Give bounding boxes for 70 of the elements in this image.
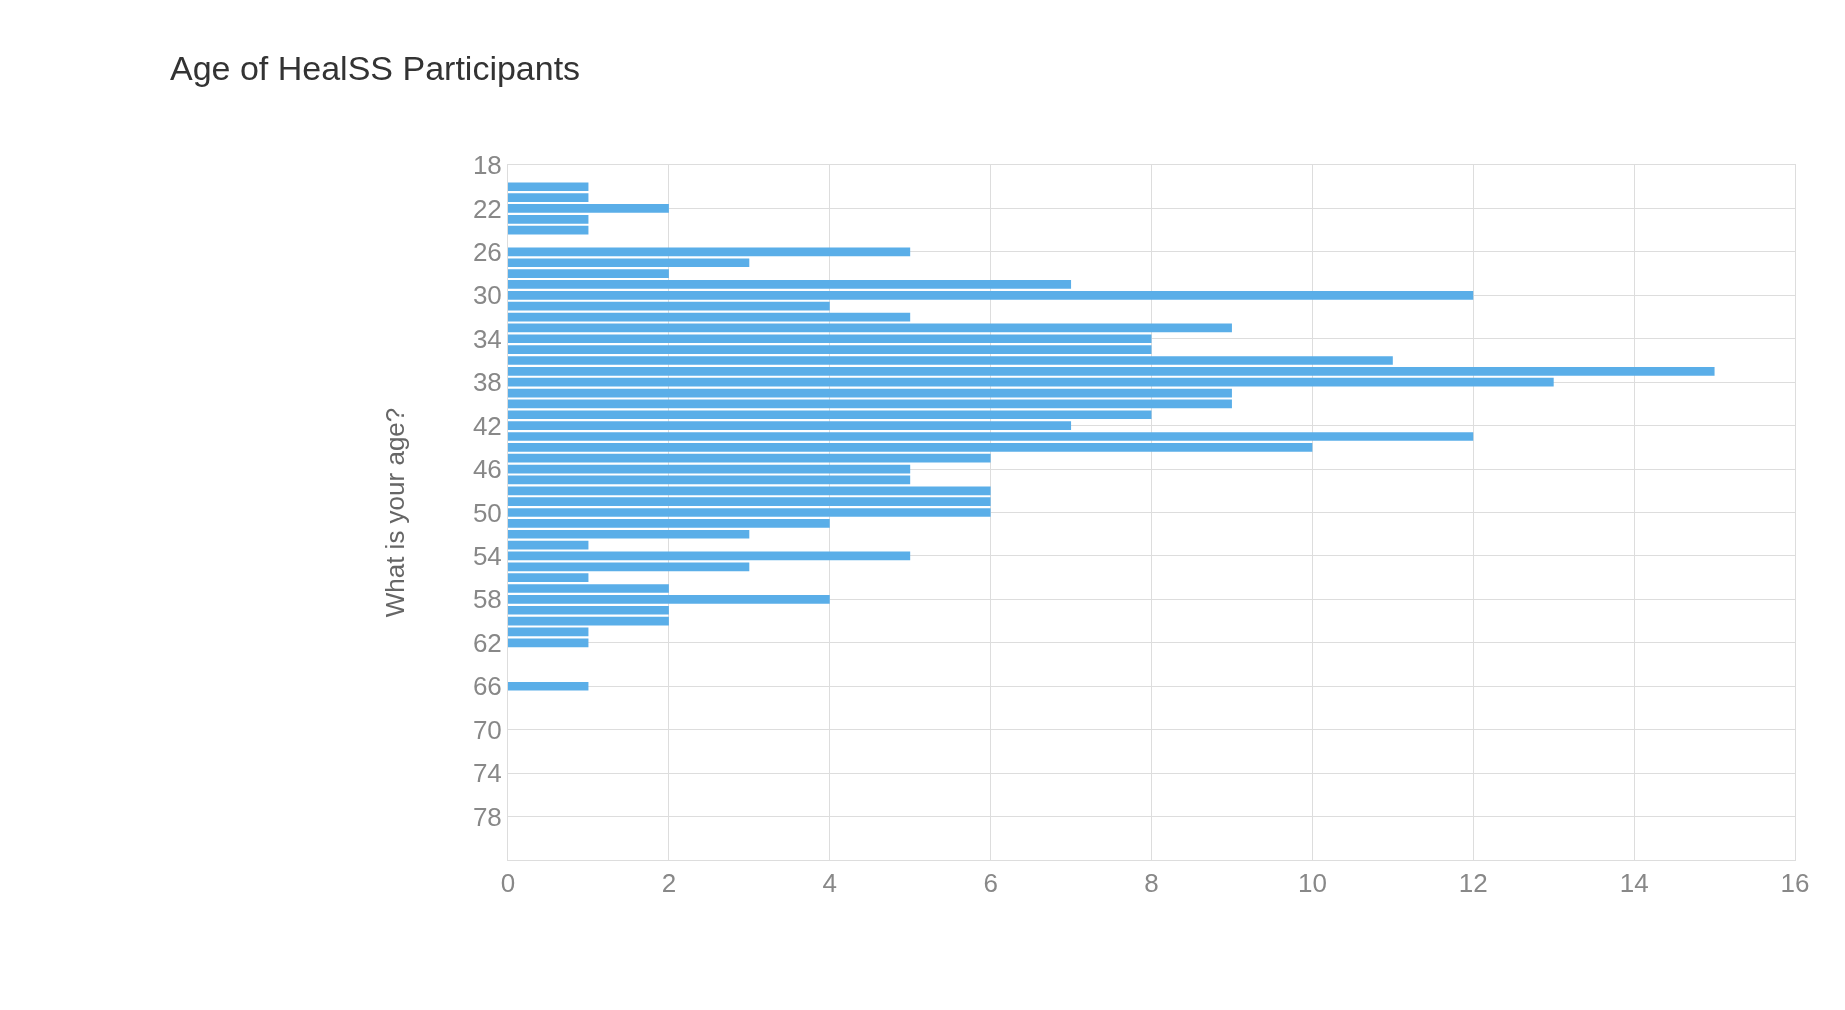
y-tick-label: 62 bbox=[472, 627, 502, 658]
y-tick-label: 54 bbox=[472, 541, 502, 572]
bar bbox=[508, 345, 1152, 354]
y-tick-label: 78 bbox=[472, 801, 502, 832]
y-tick-label: 26 bbox=[472, 236, 502, 267]
bar bbox=[508, 486, 991, 496]
bar bbox=[508, 214, 589, 224]
x-tick-label: 0 bbox=[500, 868, 516, 899]
bar bbox=[508, 497, 991, 506]
bar bbox=[508, 529, 750, 539]
y-tick-label: 70 bbox=[472, 714, 502, 745]
bar bbox=[508, 540, 589, 550]
bar bbox=[508, 627, 589, 637]
y-tick-label: 58 bbox=[472, 584, 502, 615]
y-tick-label: 18 bbox=[472, 150, 502, 181]
y-tick-label: 22 bbox=[472, 193, 502, 224]
bar bbox=[508, 573, 589, 582]
bar bbox=[508, 410, 1152, 420]
x-tick-label: 2 bbox=[661, 868, 677, 899]
y-axis-title: What is your age? bbox=[380, 407, 411, 618]
bar bbox=[508, 562, 750, 572]
bar bbox=[508, 443, 1313, 452]
y-tick-label: 50 bbox=[472, 497, 502, 528]
y-tick-label: 74 bbox=[472, 758, 502, 789]
bar bbox=[508, 290, 1474, 300]
x-tick-label: 6 bbox=[983, 868, 998, 899]
bar bbox=[508, 388, 1232, 398]
bar bbox=[508, 356, 1393, 365]
bar bbox=[508, 377, 1554, 387]
bar bbox=[508, 475, 911, 485]
bar bbox=[508, 312, 911, 322]
bar bbox=[508, 595, 830, 604]
bar bbox=[508, 301, 830, 311]
bar bbox=[508, 193, 589, 202]
bar bbox=[508, 399, 1232, 409]
chart-title: Age of HealSS Participants bbox=[170, 48, 581, 87]
y-tick-label: 30 bbox=[472, 280, 502, 311]
x-tick-label: 16 bbox=[1780, 868, 1810, 899]
bar bbox=[508, 323, 1232, 333]
y-tick-label: 66 bbox=[472, 671, 502, 702]
bar bbox=[508, 605, 669, 615]
bar bbox=[508, 366, 1715, 376]
bar bbox=[508, 681, 589, 691]
bar bbox=[508, 258, 750, 268]
bar bbox=[508, 508, 991, 517]
y-tick-label: 46 bbox=[472, 454, 502, 485]
bar bbox=[508, 432, 1474, 441]
bar bbox=[508, 421, 1072, 430]
y-tick-label: 42 bbox=[472, 410, 502, 441]
bar bbox=[508, 638, 589, 648]
bar bbox=[508, 519, 830, 528]
bar bbox=[508, 204, 669, 213]
bar bbox=[508, 182, 589, 192]
bar bbox=[508, 464, 911, 474]
y-tick-label: 38 bbox=[472, 367, 502, 398]
bar bbox=[508, 280, 1072, 289]
bar bbox=[508, 269, 669, 278]
x-tick-label: 8 bbox=[1144, 868, 1159, 899]
bar bbox=[508, 453, 991, 463]
x-tick-label: 12 bbox=[1458, 868, 1488, 899]
x-tick-label: 10 bbox=[1297, 868, 1327, 899]
bar bbox=[508, 225, 589, 235]
bar bbox=[508, 334, 1152, 344]
y-tick-label: 34 bbox=[472, 323, 502, 354]
x-tick-label: 14 bbox=[1619, 868, 1649, 899]
bar bbox=[508, 584, 669, 593]
bar bbox=[508, 551, 911, 561]
bar bbox=[508, 616, 669, 626]
bar bbox=[508, 247, 911, 257]
x-tick-label: 4 bbox=[822, 868, 837, 899]
